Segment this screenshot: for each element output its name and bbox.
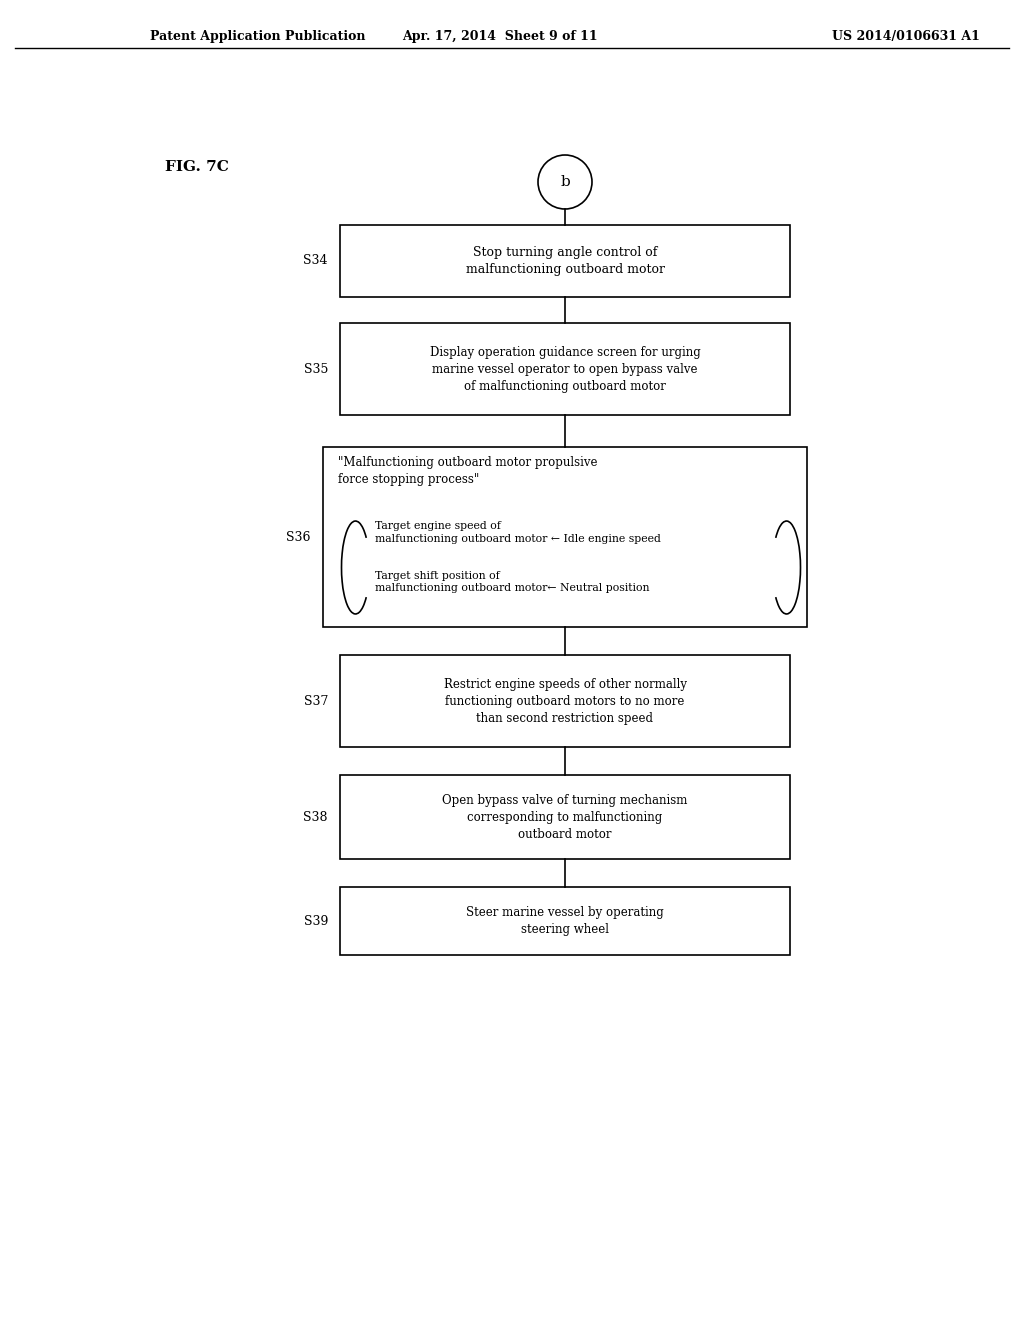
Text: b: b <box>560 176 570 189</box>
Text: Apr. 17, 2014  Sheet 9 of 11: Apr. 17, 2014 Sheet 9 of 11 <box>402 30 598 44</box>
Text: Stop turning angle control of
malfunctioning outboard motor: Stop turning angle control of malfunctio… <box>466 246 665 276</box>
Text: "Malfunctioning outboard motor propulsive
force stopping process": "Malfunctioning outboard motor propulsiv… <box>338 455 597 486</box>
FancyBboxPatch shape <box>340 887 790 954</box>
Text: Target shift position of
malfunctioning outboard motor← Neutral position: Target shift position of malfunctioning … <box>375 570 649 593</box>
Text: Steer marine vessel by operating
steering wheel: Steer marine vessel by operating steerin… <box>466 906 664 936</box>
Text: FIG. 7C: FIG. 7C <box>165 160 229 174</box>
FancyBboxPatch shape <box>340 775 790 859</box>
Text: Target engine speed of
malfunctioning outboard motor ← Idle engine speed: Target engine speed of malfunctioning ou… <box>375 521 660 544</box>
Text: S39: S39 <box>304 915 328 928</box>
Text: US 2014/0106631 A1: US 2014/0106631 A1 <box>833 30 980 44</box>
Text: S34: S34 <box>303 255 328 268</box>
Text: Display operation guidance screen for urging
marine vessel operator to open bypa: Display operation guidance screen for ur… <box>430 346 700 392</box>
Text: Open bypass valve of turning mechanism
corresponding to malfunctioning
outboard : Open bypass valve of turning mechanism c… <box>442 793 688 841</box>
Text: S36: S36 <box>286 531 310 544</box>
Text: S35: S35 <box>304 363 328 375</box>
Text: S38: S38 <box>303 810 328 824</box>
FancyBboxPatch shape <box>340 323 790 414</box>
FancyBboxPatch shape <box>340 655 790 747</box>
Text: Patent Application Publication: Patent Application Publication <box>150 30 366 44</box>
Text: S37: S37 <box>304 694 328 708</box>
FancyBboxPatch shape <box>340 224 790 297</box>
Text: Restrict engine speeds of other normally
functioning outboard motors to no more
: Restrict engine speeds of other normally… <box>443 677 686 725</box>
FancyBboxPatch shape <box>323 447 808 627</box>
